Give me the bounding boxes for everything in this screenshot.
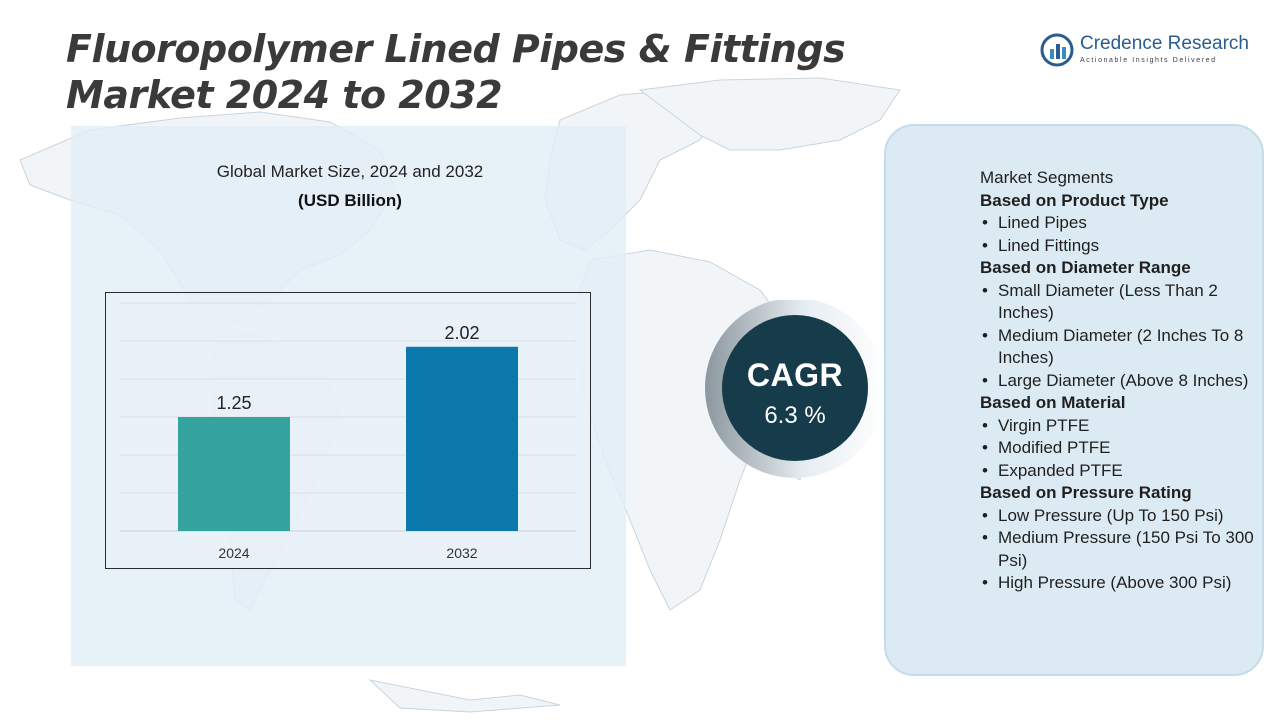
segment-item: Virgin PTFE [980,415,1265,438]
segment-list: Virgin PTFE Modified PTFE Expanded PTFE [980,415,1265,483]
data-label-2032: 2.02 [444,323,479,343]
bar-chart: 1.25 2024 2.02 2032 [105,292,591,569]
segment-item: Small Diameter (Less Than 2 Inches) [980,280,1265,325]
logo-tagline: Actionable Insights Delivered [1080,57,1217,64]
cagr-badge-graphic [705,300,885,478]
segment-item: Large Diameter (Above 8 Inches) [980,370,1265,393]
segment-group-title: Based on Diameter Range [980,258,1191,277]
data-label-2024: 1.25 [216,393,251,413]
segment-item: High Pressure (Above 300 Psi) [980,572,1265,595]
chart-unit: (USD Billion) [298,191,402,210]
segment-item: Expanded PTFE [980,460,1265,483]
segment-item: Medium Pressure (150 Psi To 300 Psi) [980,527,1265,572]
cagr-value: 6.3 % [764,402,826,429]
segment-item: Lined Pipes [980,212,1265,235]
chart-title: Global Market Size, 2024 and 2032 [216,162,484,181]
segment-list: Small Diameter (Less Than 2 Inches) Medi… [980,280,1265,393]
x-tick-label-2032: 2032 [446,545,477,561]
segment-item: Modified PTFE [980,437,1265,460]
cagr-circle [722,315,868,461]
cagr-label: CAGR [746,357,844,393]
credence-logo-icon [1040,33,1074,67]
page-title: Fluoropolymer Lined Pipes & Fittings Mar… [66,27,846,117]
bar-2024 [178,417,290,531]
segments-heading: Market Segments [980,168,1114,187]
market-segments-list: Market Segments Based on Product Type Li… [980,167,1265,595]
segment-item: Medium Diameter (2 Inches To 8 Inches) [980,325,1265,370]
segment-item: Lined Fittings [980,235,1265,258]
segment-list: Lined Pipes Lined Fittings [980,212,1265,257]
x-tick-label-2024: 2024 [218,545,249,561]
bar-2032 [406,346,518,531]
bar-chart-svg: 1.25 2024 2.02 2032 [120,302,576,561]
segment-group-title: Based on Pressure Rating [980,483,1192,502]
segment-item: Low Pressure (Up To 150 Psi) [980,505,1265,528]
credence-research-logo[interactable]: Credence Research Actionable Insights De… [1040,32,1260,72]
logo-name: Credence Research [1080,33,1249,54]
segment-list: Low Pressure (Up To 150 Psi) Medium Pres… [980,505,1265,595]
segment-group-title: Based on Product Type [980,190,1169,210]
segment-group-title: Based on Material [980,393,1126,412]
